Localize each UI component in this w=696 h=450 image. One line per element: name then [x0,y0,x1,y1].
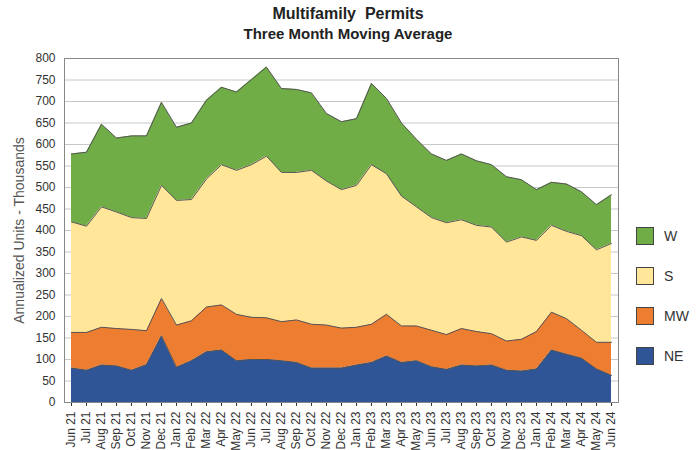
svg-text:Oct 21: Oct 21 [124,411,138,447]
svg-text:Jun 21: Jun 21 [64,411,78,447]
html-text:W: W [664,228,678,244]
svg-text:650: 650 [35,116,55,130]
svg-text:700: 700 [35,94,55,108]
svg-text:Jun 22: Jun 22 [244,411,258,447]
svg-text:Jul 22: Jul 22 [259,411,273,443]
svg-text:500: 500 [35,180,55,194]
svg-text:0: 0 [49,395,56,409]
svg-text:Aug 22: Aug 22 [274,411,288,449]
svg-text:Oct 22: Oct 22 [304,411,318,447]
html-text:S: S [664,268,674,284]
svg-text:400: 400 [35,223,55,237]
svg-text:350: 350 [35,245,55,259]
svg-text:Jan 22: Jan 22 [169,411,183,447]
svg-text:Mar 23: Mar 23 [379,411,393,449]
svg-text:Oct 23: Oct 23 [484,411,498,447]
svg-text:Mar 24: Mar 24 [559,411,573,449]
svg-text:Apr 23: Apr 23 [394,411,408,447]
svg-text:Jul 23: Jul 23 [439,411,453,443]
svg-text:Sep 21: Sep 21 [109,411,123,449]
svg-text:100: 100 [35,352,55,366]
svg-text:Dec 21: Dec 21 [154,411,168,449]
svg-text:150: 150 [35,331,55,345]
svg-text:Nov 22: Nov 22 [319,411,333,449]
html-text:MW: MW [664,308,689,324]
html-text:Three Month Moving Average: Three Month Moving Average [243,25,453,42]
html-text:NE: NE [664,348,684,364]
svg-text:800: 800 [35,51,55,65]
svg-text:Jul 21: Jul 21 [79,411,93,443]
svg-text:Nov 21: Nov 21 [139,411,153,449]
svg-text:May 24: May 24 [589,411,603,450]
svg-text:Jan 24: Jan 24 [529,411,543,447]
svg-text:Mar 22: Mar 22 [199,411,213,449]
svg-text:Annualized Units - Thousands: Annualized Units - Thousands [11,137,27,324]
svg-text:Feb 24: Feb 24 [544,411,558,449]
svg-text:Feb 22: Feb 22 [184,411,198,449]
svg-text:Aug 21: Aug 21 [94,411,108,449]
svg-text:Jan 23: Jan 23 [349,411,363,447]
svg-text:Sep 22: Sep 22 [289,411,303,449]
svg-text:250: 250 [35,288,55,302]
svg-text:Apr 24: Apr 24 [574,411,588,447]
svg-text:750: 750 [35,73,55,87]
svg-text:600: 600 [35,137,55,151]
svg-text:Nov 23: Nov 23 [499,411,513,449]
svg-text:450: 450 [35,202,55,216]
html-text:Multifamily Permits: Multifamily Permits [272,5,424,22]
svg-text:Dec 23: Dec 23 [514,411,528,449]
svg-text:Sep 23: Sep 23 [469,411,483,449]
svg-text:May 23: May 23 [409,411,423,450]
svg-text:Jun 23: Jun 23 [424,411,438,447]
svg-text:Aug 23: Aug 23 [454,411,468,449]
svg-text:300: 300 [35,266,55,280]
svg-text:Apr 22: Apr 22 [214,411,228,447]
svg-text:200: 200 [35,309,55,323]
svg-text:550: 550 [35,159,55,173]
svg-text:Jun 24: Jun 24 [604,411,618,447]
svg-text:Dec 22: Dec 22 [334,411,348,449]
svg-text:May 22: May 22 [229,411,243,450]
svg-text:Feb 23: Feb 23 [364,411,378,449]
svg-text:50: 50 [42,374,56,388]
